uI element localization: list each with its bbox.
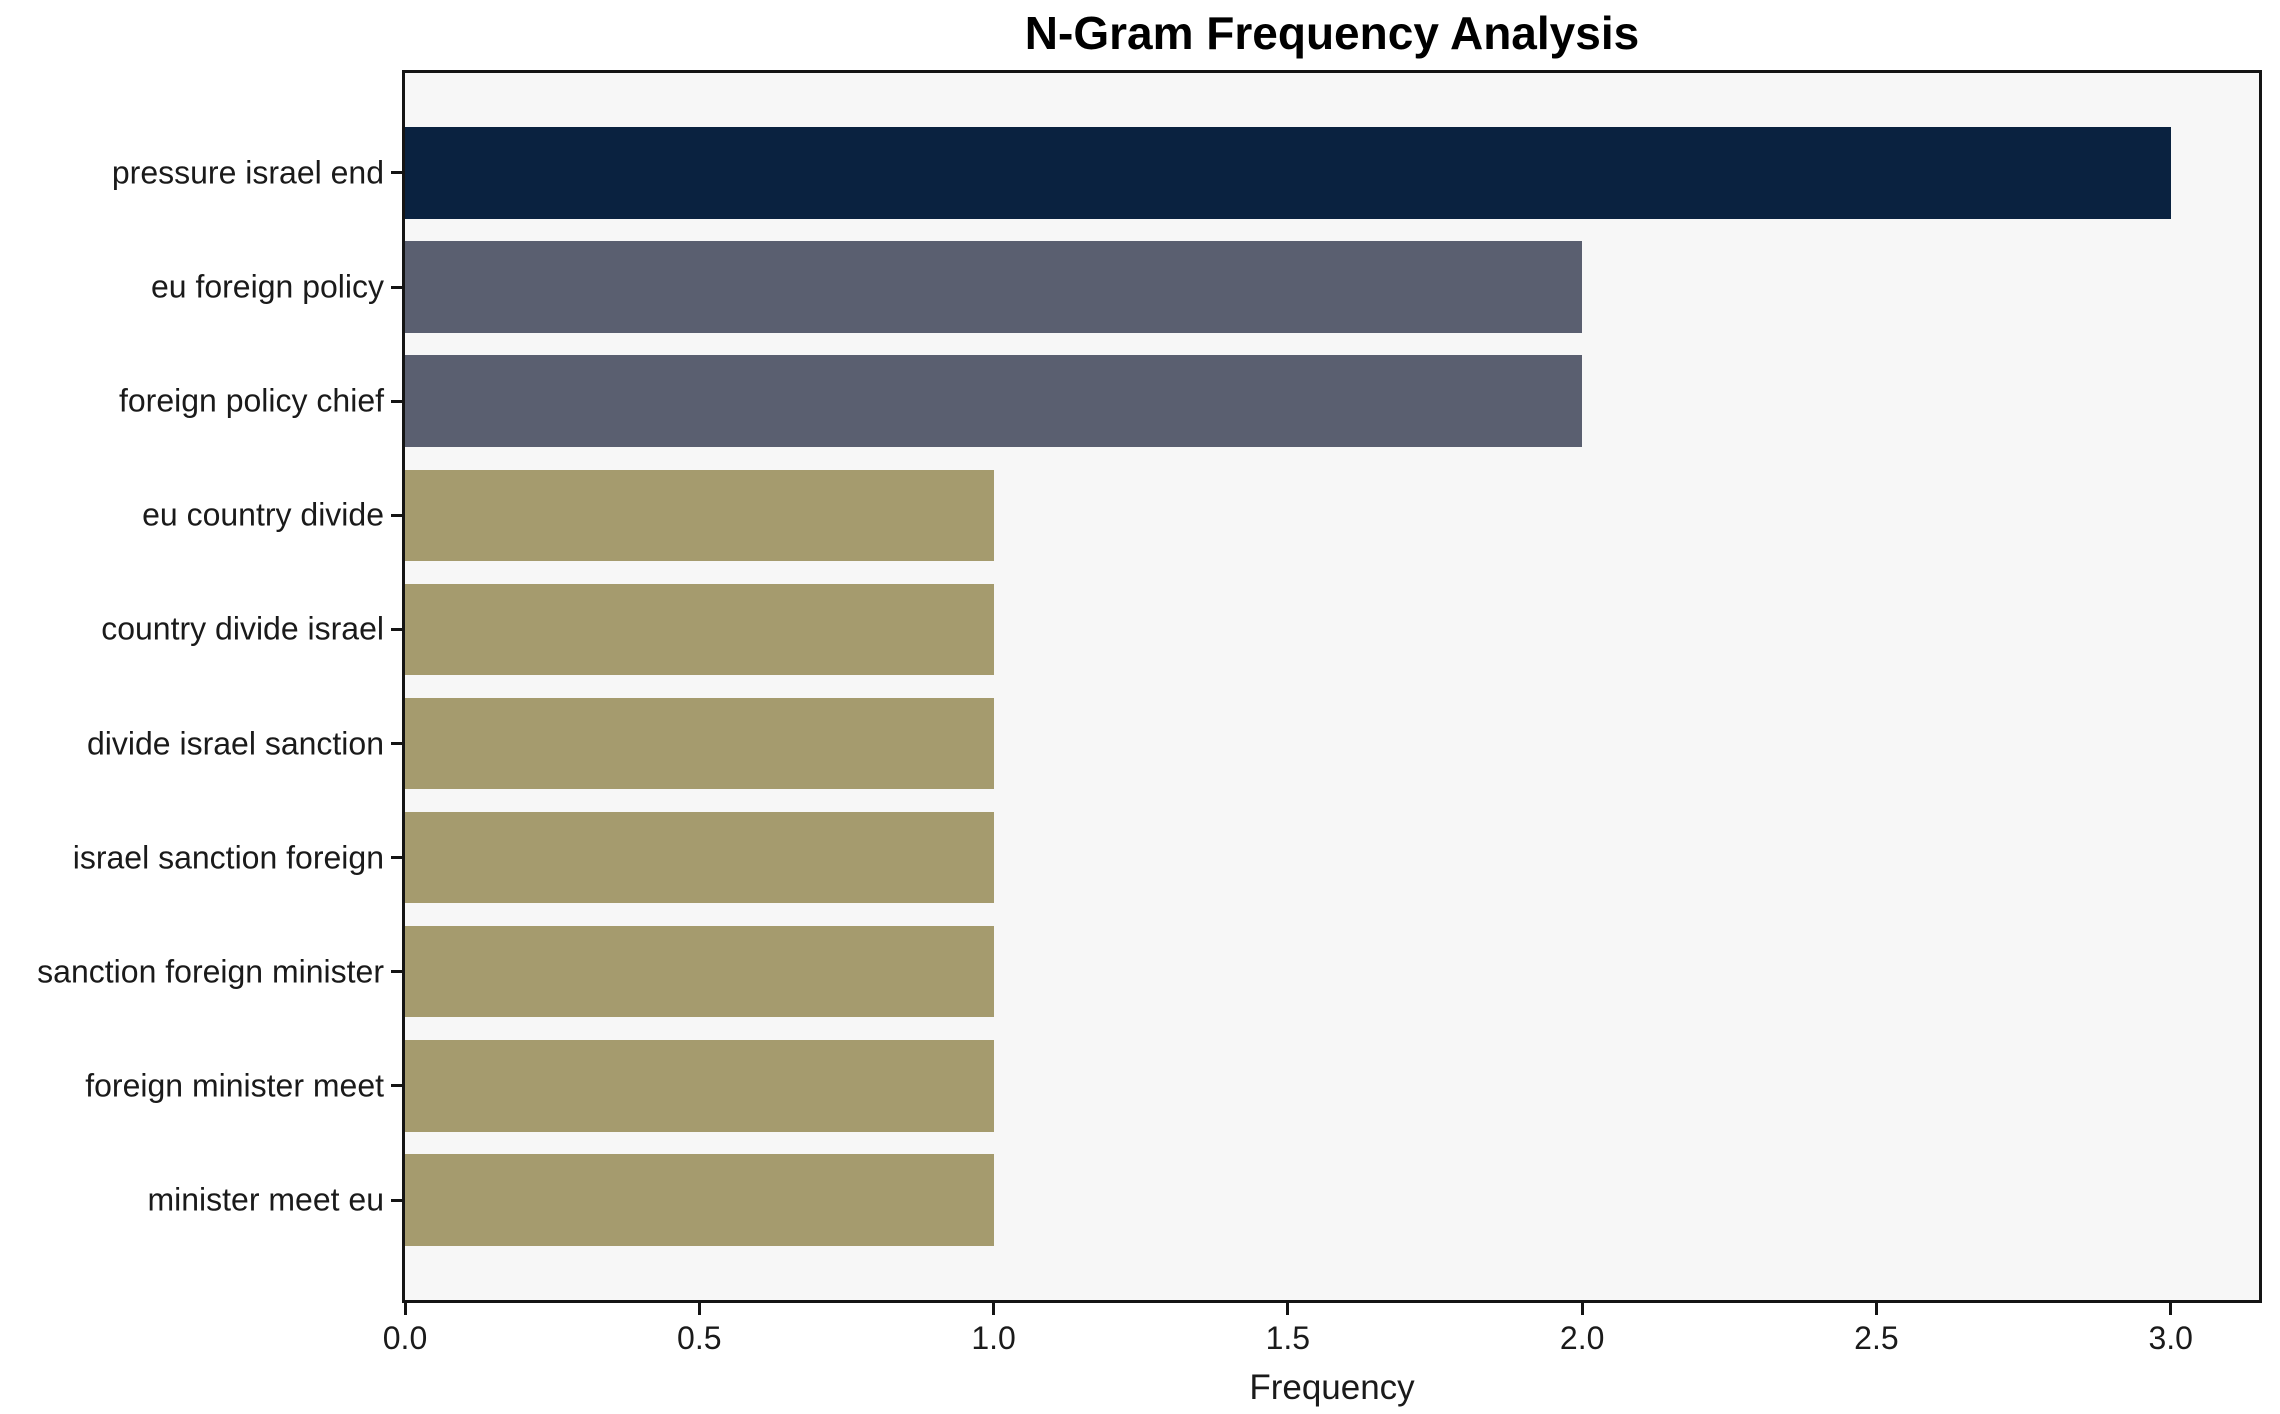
y-tick-label-4: country divide israel: [101, 610, 384, 647]
x-tick-label-3: 1.5: [1265, 1320, 1311, 1356]
y-tick-label-3: eu country divide: [142, 496, 384, 533]
y-tick-9: [391, 1198, 402, 1202]
bar-3: [405, 469, 994, 561]
y-tick-label-7: sanction foreign minister: [37, 953, 384, 990]
bar-0: [405, 127, 2171, 219]
y-tick-label-9: minister meet eu: [147, 1181, 384, 1218]
x-tick-4: [1580, 1303, 1584, 1315]
y-tick-6: [391, 856, 402, 860]
bar-4: [405, 583, 994, 676]
bar-1: [405, 241, 1583, 333]
y-tick-label-8: foreign minister meet: [85, 1067, 384, 1104]
x-tick-label-0: 0.0: [382, 1320, 428, 1356]
chart-title: N-Gram Frequency Analysis: [1024, 7, 1640, 59]
y-tick-3: [391, 513, 402, 517]
x-axis-label: Frequency: [1249, 1368, 1415, 1407]
bar-7: [405, 926, 994, 1018]
y-tick-2: [391, 399, 402, 403]
x-tick-3: [1286, 1303, 1290, 1315]
bar-8: [405, 1040, 994, 1132]
y-tick-7: [391, 970, 402, 974]
y-tick-1: [391, 285, 402, 289]
x-tick-label-4: 2.0: [1559, 1320, 1605, 1356]
x-tick-0: [403, 1303, 407, 1315]
x-tick-2: [992, 1303, 996, 1315]
y-tick-label-1: eu foreign policy: [150, 268, 384, 305]
plot-area: [402, 70, 2262, 1303]
y-tick-label-5: divide israel sanction: [86, 725, 384, 762]
bar-5: [405, 697, 994, 790]
x-tick-5: [1874, 1303, 1878, 1315]
bar-2: [405, 355, 1583, 447]
x-tick-6: [2169, 1303, 2173, 1315]
y-tick-8: [391, 1084, 402, 1088]
x-tick-label-6: 3.0: [2148, 1320, 2193, 1356]
y-tick-label-0: pressure israel end: [111, 154, 384, 191]
bar-6: [405, 812, 994, 904]
y-tick-label-2: foreign policy chief: [118, 382, 384, 419]
x-tick-label-2: 1.0: [971, 1320, 1016, 1356]
y-tick-4: [391, 627, 402, 631]
x-tick-label-5: 2.5: [1854, 1320, 1899, 1356]
x-tick-1: [697, 1303, 701, 1315]
y-tick-0: [391, 171, 402, 175]
y-tick-5: [391, 742, 402, 746]
y-tick-label-6: israel sanction foreign: [72, 839, 384, 876]
bar-9: [405, 1154, 994, 1246]
x-tick-label-1: 0.5: [677, 1320, 722, 1356]
